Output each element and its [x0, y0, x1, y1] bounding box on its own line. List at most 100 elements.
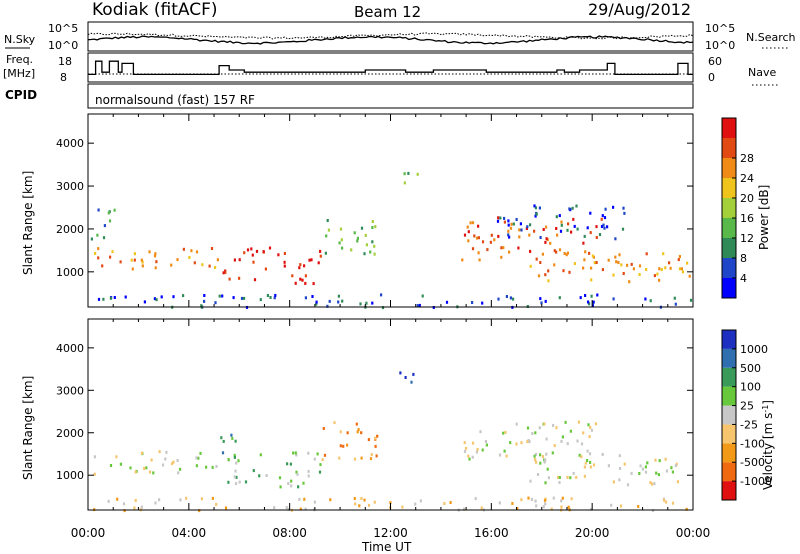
- scatter-cell: [227, 480, 230, 484]
- scatter-cell: [473, 234, 476, 238]
- scatter-cell: [589, 465, 592, 469]
- scatter-cell: [678, 255, 681, 258]
- scatter-cell: [235, 475, 238, 479]
- scatter-cell: [283, 260, 286, 264]
- scatter-cell: [535, 504, 538, 508]
- scatter-cell: [626, 263, 629, 267]
- scatter-cell: [253, 278, 257, 282]
- scatter-cell: [508, 250, 511, 254]
- scatter-cell: [259, 298, 262, 302]
- power-scatter: [90, 171, 693, 310]
- y-tick-label: 4000: [56, 137, 84, 150]
- scatter-cell: [569, 476, 572, 480]
- scatter-cell: [269, 296, 272, 299]
- scatter-cell: [553, 444, 556, 448]
- scatter-cell: [315, 302, 318, 306]
- scatter-cell: [294, 451, 297, 455]
- colorbar-swatch: [722, 348, 736, 368]
- scatter-cell: [103, 224, 106, 228]
- scatter-cell: [471, 455, 474, 459]
- scatter-cell: [324, 251, 327, 255]
- scatter-cell: [148, 470, 152, 474]
- scatter-cell: [195, 456, 198, 460]
- scatter-cell: [570, 230, 573, 234]
- time-axis-labels: 00:00 04:00 08:00 12:00 16:00 20:00 00:00: [71, 526, 711, 540]
- scatter-cell: [536, 473, 540, 476]
- scatter-cell: [660, 268, 663, 272]
- scatter-cell: [290, 484, 293, 488]
- scatter-cell: [590, 266, 593, 270]
- scatter-cell: [607, 258, 610, 262]
- scatter-cell: [418, 303, 421, 307]
- scatter-cell: [339, 444, 342, 448]
- scatter-cell: [560, 439, 563, 443]
- scatter-cell: [172, 295, 175, 299]
- scatter-cell: [584, 294, 587, 297]
- scatter-cell: [374, 225, 377, 229]
- scatter-cell: [119, 462, 122, 466]
- scatter-cell: [595, 236, 598, 239]
- scatter-cell: [649, 299, 652, 303]
- scatter-cell: [299, 507, 302, 511]
- power-colorbar-label: Power [dB]: [757, 185, 771, 250]
- scatter-cell: [301, 278, 304, 282]
- scatter-cell: [542, 505, 545, 509]
- scatter-cell: [600, 217, 603, 221]
- scatter-cell: [262, 250, 265, 254]
- scatter-cell: [481, 301, 484, 305]
- scatter-cell: [222, 271, 225, 275]
- scatter-cell: [540, 301, 543, 305]
- scatter-cell: [298, 266, 301, 270]
- scatter-cell: [509, 226, 513, 230]
- scatter-cell: [515, 442, 518, 446]
- scatter-cell: [463, 450, 467, 453]
- scatter-cell: [278, 476, 282, 480]
- scatter-cell: [567, 222, 570, 226]
- scatter-cell: [303, 264, 306, 268]
- scatter-cell: [313, 457, 316, 461]
- scatter-cell: [176, 459, 179, 462]
- scatter-cell: [558, 481, 561, 485]
- frequency-panel: Freq. [MHz] 18 8 60 0 Nave: [3, 52, 778, 86]
- scatter-cell: [462, 507, 466, 511]
- scatter-cell: [614, 237, 617, 241]
- scatter-cell: [327, 228, 330, 232]
- scatter-cell: [240, 296, 244, 300]
- scatter-cell: [107, 499, 110, 503]
- scatter-cell: [155, 260, 158, 264]
- y-tick-label: 4000: [56, 342, 84, 355]
- scatter-cell: [143, 300, 146, 304]
- scatter-cell: [302, 481, 305, 485]
- scatter-cell: [481, 448, 484, 452]
- scatter-cell: [580, 455, 583, 459]
- colorbar-tick-label: -25: [740, 418, 758, 431]
- scatter-cell: [367, 438, 370, 442]
- scatter-cell: [534, 499, 537, 503]
- scatter-cell: [577, 420, 580, 424]
- scatter-cell: [399, 371, 402, 375]
- scatter-cell: [591, 254, 594, 258]
- scatter-cell: [519, 222, 522, 226]
- colorbar-swatch: [722, 158, 736, 178]
- scatter-cell: [161, 463, 165, 467]
- scatter-cell: [575, 204, 578, 208]
- noise-panel-frame: [87, 21, 694, 52]
- scatter-cell: [669, 266, 672, 270]
- scatter-cell: [179, 467, 182, 471]
- scatter-cell: [154, 252, 157, 256]
- scatter-cell: [341, 246, 344, 250]
- scatter-cell: [108, 219, 112, 223]
- scatter-cell: [615, 260, 618, 264]
- nave-tick-bottom: 0: [708, 71, 715, 84]
- scatter-cell: [664, 457, 667, 461]
- scatter-cell: [467, 230, 470, 234]
- velocity-colorbar-label: Velocity [m s-1]: [761, 400, 775, 490]
- scatter-cell: [215, 464, 218, 468]
- scatter-cell: [158, 498, 161, 502]
- scatter-cell: [443, 502, 446, 505]
- scatter-cell: [221, 451, 225, 455]
- scatter-cell: [583, 258, 586, 262]
- scatter-cell: [589, 231, 592, 235]
- scatter-cell: [502, 246, 505, 250]
- scatter-cell: [526, 225, 529, 229]
